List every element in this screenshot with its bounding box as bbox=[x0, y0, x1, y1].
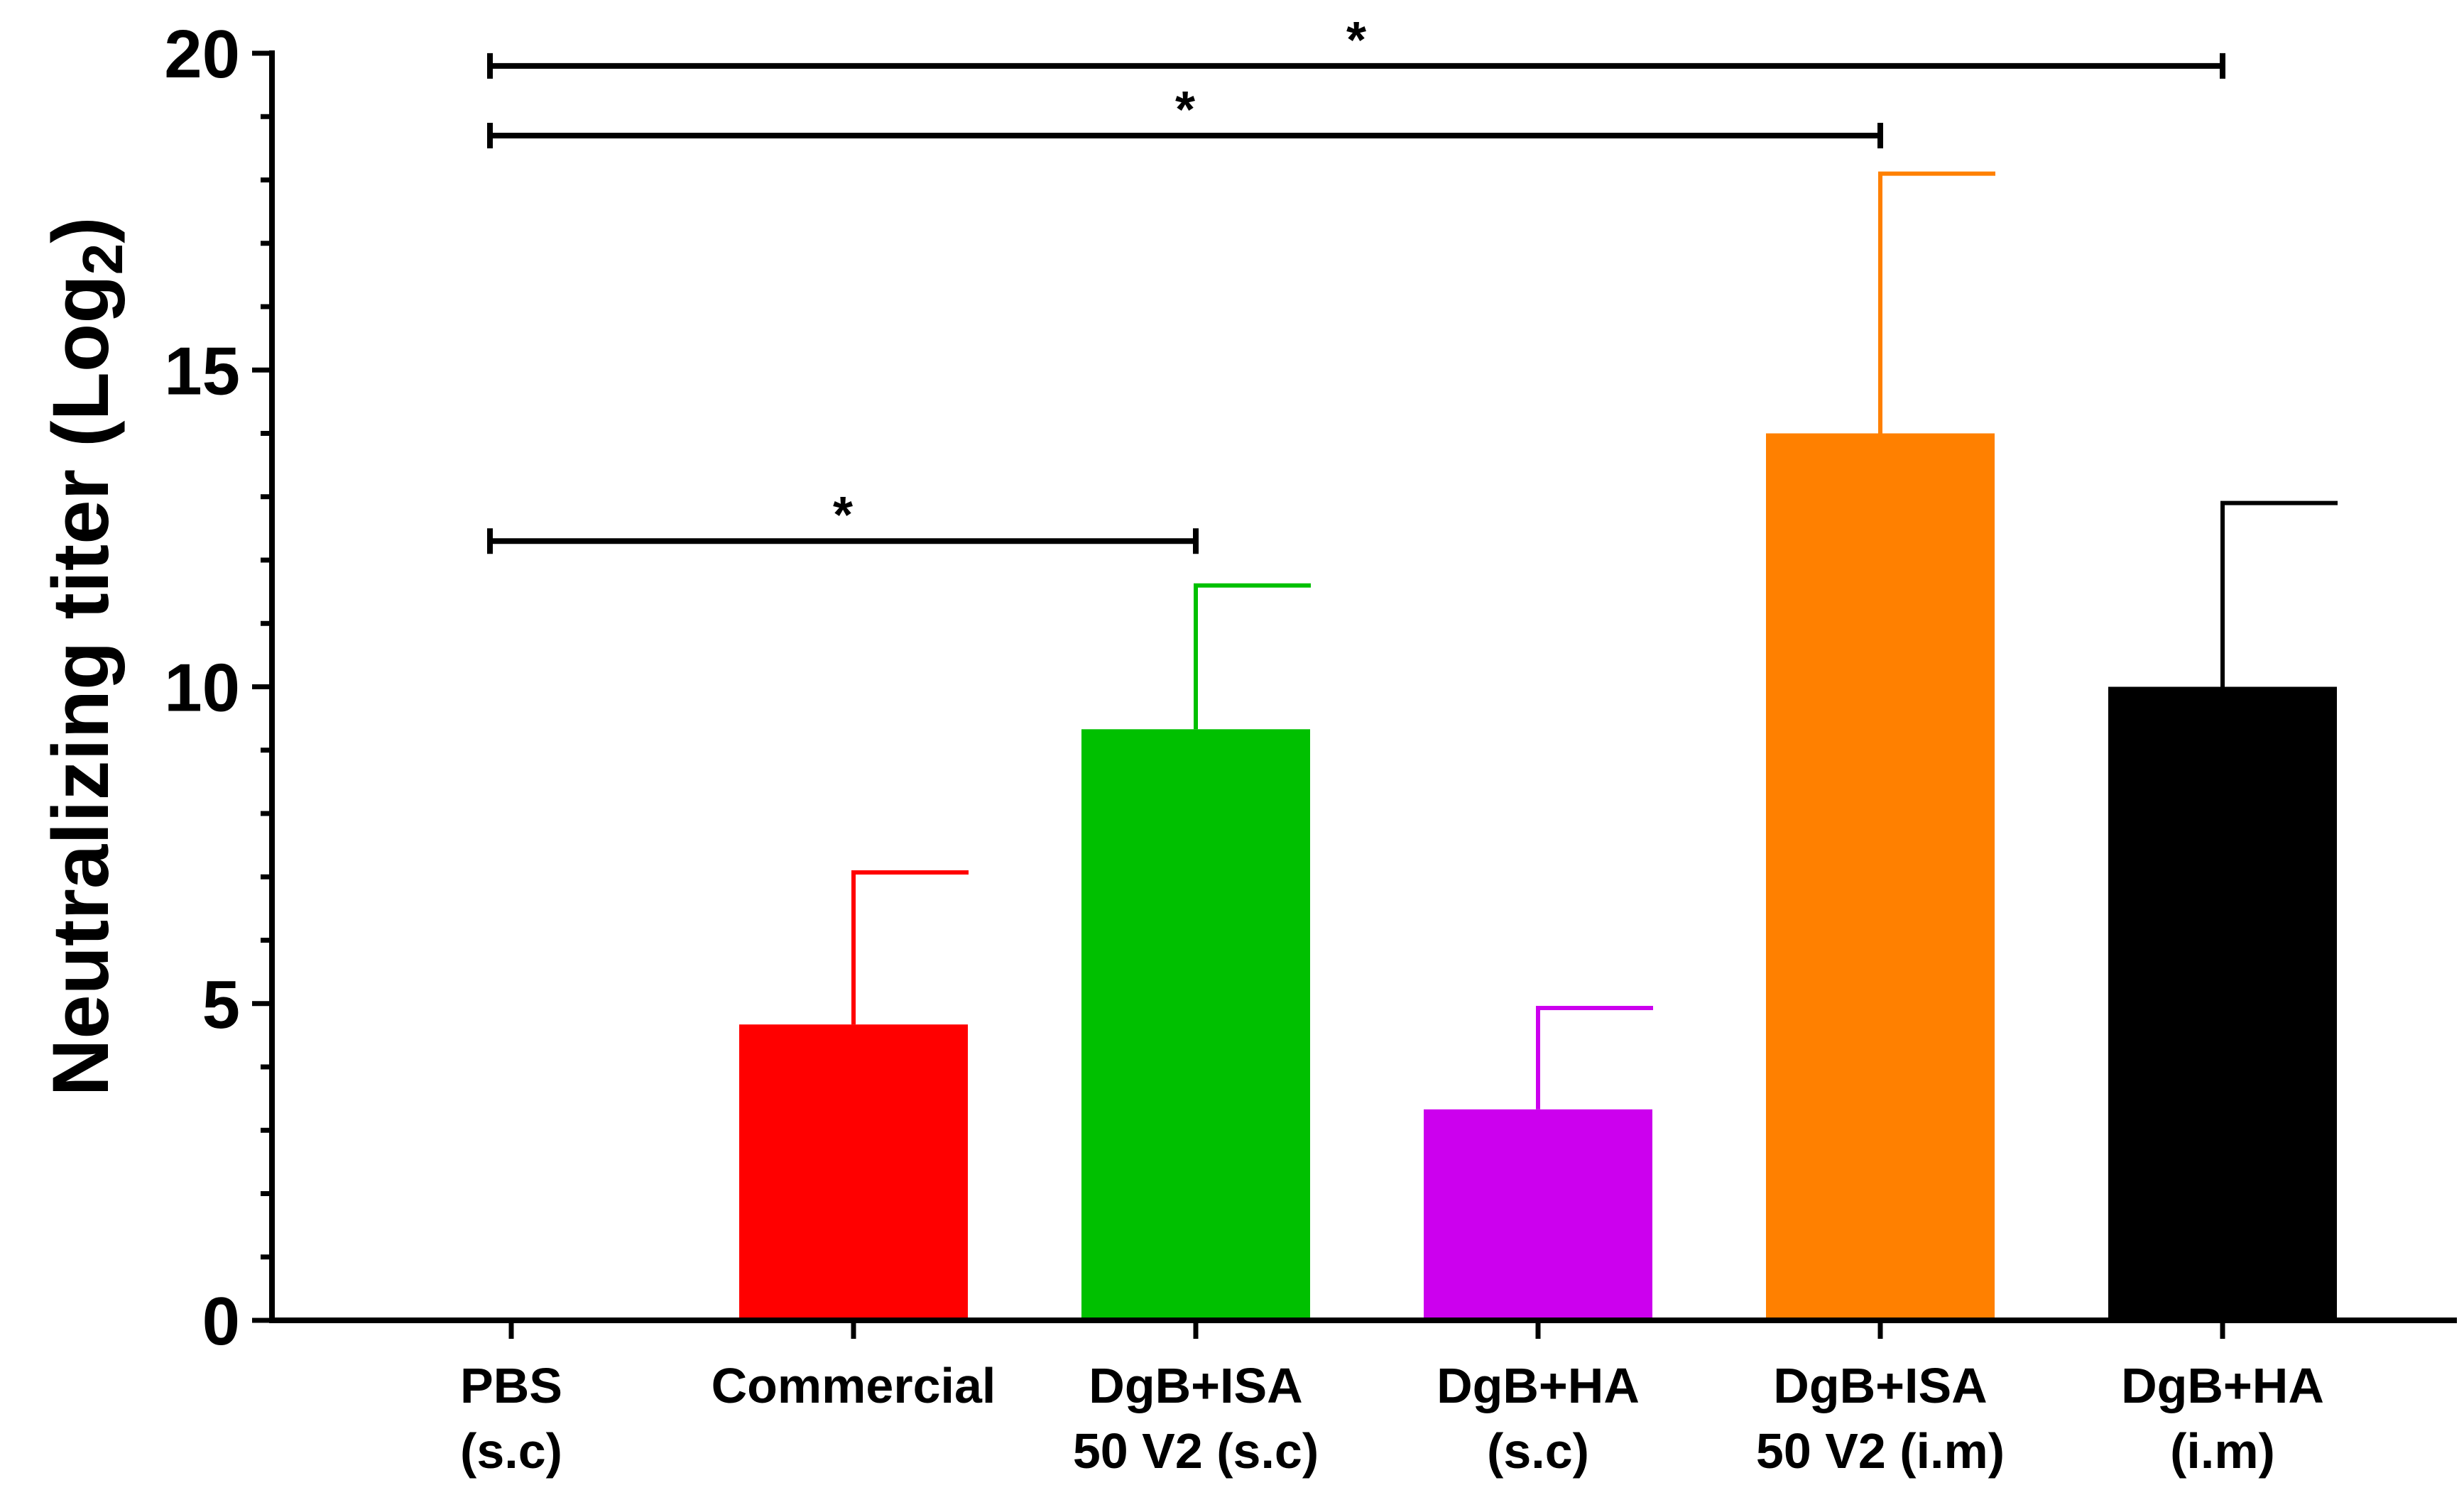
x-tick-label: Commercial bbox=[712, 1358, 996, 1413]
significance-star: * bbox=[1175, 82, 1195, 138]
y-ticks: 0 5 10 15 20 bbox=[164, 16, 272, 1359]
x-tick-label-line2: (i.m) bbox=[2170, 1423, 2275, 1479]
x-tick-label-line2: 50 V2 (i.m) bbox=[1756, 1423, 2005, 1479]
y-tick-label: 0 bbox=[202, 1283, 240, 1359]
bar bbox=[2108, 686, 2337, 1320]
bar bbox=[1766, 433, 1995, 1320]
x-tick-label-line2: 50 V2 (s.c) bbox=[1073, 1423, 1319, 1479]
x-tick-label-line2: (s.c) bbox=[460, 1423, 562, 1479]
bar bbox=[1081, 729, 1310, 1320]
x-tick-label: DgB+HA bbox=[1437, 1358, 1640, 1413]
y-tick-label: 10 bbox=[164, 650, 240, 726]
y-tick-label: 20 bbox=[164, 16, 240, 92]
x-tick-label-line2: (s.c) bbox=[1487, 1423, 1589, 1479]
y-tick-label: 15 bbox=[164, 333, 240, 409]
significance-brackets: * * * bbox=[487, 12, 2225, 554]
y-tick-label: 5 bbox=[202, 967, 240, 1043]
error-bars bbox=[851, 171, 2338, 1110]
x-tick-label: DgB+HA bbox=[2121, 1358, 2324, 1413]
significance-star: * bbox=[1346, 12, 1366, 69]
significance-star: * bbox=[833, 487, 853, 544]
axes bbox=[269, 50, 2457, 1339]
x-tick-label: DgB+ISA bbox=[1773, 1358, 1987, 1413]
bar bbox=[739, 1024, 968, 1320]
x-tick-labels: PBS (s.c) Commercial DgB+ISA 50 V2 (s.c) DgB+… bbox=[460, 1358, 2324, 1479]
x-tick-label: PBS bbox=[460, 1358, 562, 1413]
bar bbox=[1424, 1109, 1652, 1320]
x-tick-label: DgB+ISA bbox=[1089, 1358, 1302, 1413]
bars bbox=[739, 433, 2337, 1320]
y-axis-label: Neutralizing titer (Log2) bbox=[36, 217, 134, 1096]
